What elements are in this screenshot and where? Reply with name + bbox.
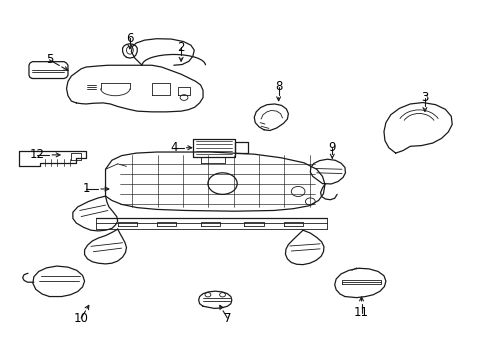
Text: 8: 8 bbox=[274, 80, 282, 93]
Text: 5: 5 bbox=[46, 53, 53, 66]
Text: 7: 7 bbox=[223, 311, 231, 325]
Text: 1: 1 bbox=[82, 183, 90, 195]
Text: 3: 3 bbox=[420, 91, 427, 104]
Text: 12: 12 bbox=[30, 148, 45, 161]
Text: 11: 11 bbox=[353, 306, 368, 319]
Text: 10: 10 bbox=[74, 311, 88, 325]
Text: 4: 4 bbox=[170, 141, 177, 154]
Text: 2: 2 bbox=[177, 41, 184, 54]
Text: 9: 9 bbox=[328, 141, 335, 154]
Text: 6: 6 bbox=[126, 32, 133, 45]
